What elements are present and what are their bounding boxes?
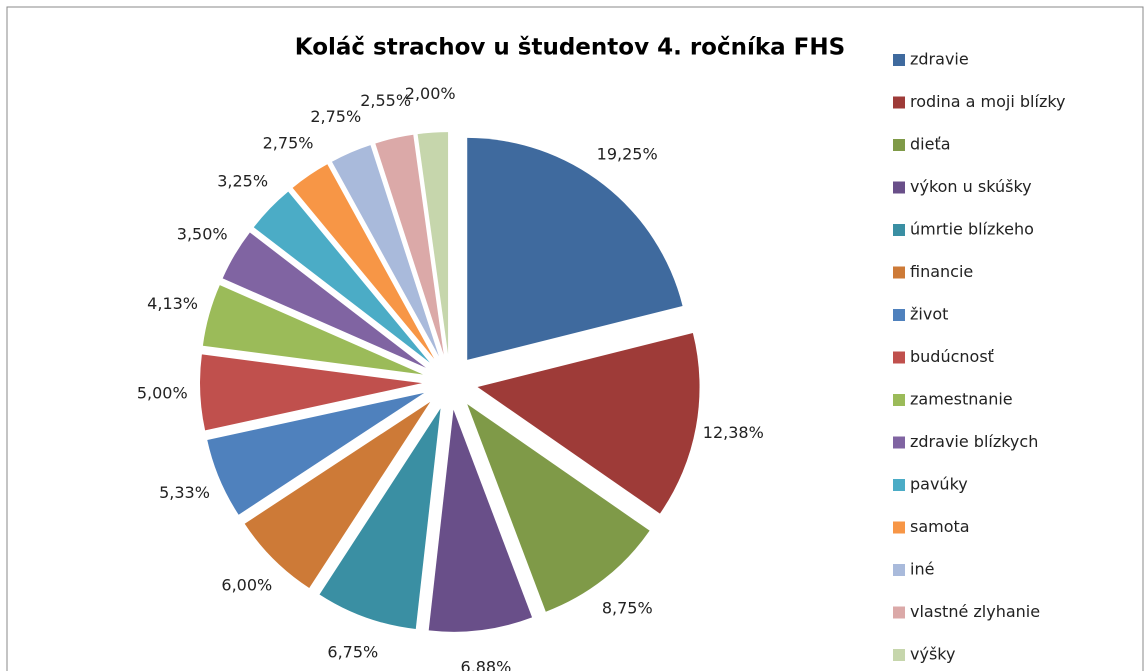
data-label: 19,25% <box>597 144 658 163</box>
legend-swatch <box>893 351 905 364</box>
legend-label: zdravie blízkych <box>910 432 1038 451</box>
pie-slice <box>467 137 683 360</box>
legend-swatch <box>893 436 905 449</box>
legend-label: zamestnanie <box>910 390 1013 409</box>
pie-slice <box>417 132 449 355</box>
pie-slice <box>200 354 423 431</box>
legend-label: výkon u skúšky <box>910 177 1032 196</box>
data-label: 3,50% <box>177 225 228 244</box>
legend-label: rodina a moji blízky <box>910 92 1066 111</box>
legend-label: iné <box>910 560 934 579</box>
legend-swatch <box>893 521 905 534</box>
pie-slice <box>202 285 424 375</box>
data-label: 2,00% <box>405 84 456 103</box>
legend-swatch <box>893 224 905 236</box>
legend-label: budúcnosť <box>910 347 994 366</box>
legend-swatch <box>893 181 905 194</box>
legend-swatch <box>893 649 905 661</box>
data-label: 2,75% <box>310 107 361 126</box>
legend-swatch <box>893 54 905 66</box>
data-label: 3,25% <box>217 172 268 191</box>
data-label: 2,75% <box>263 133 314 152</box>
pie-slice <box>222 232 426 368</box>
legend-label: dieťa <box>910 135 951 154</box>
data-label: 8,75% <box>602 598 653 617</box>
legend-swatch <box>893 564 905 576</box>
legend-label: výšky <box>910 645 955 664</box>
pie-slice <box>253 191 430 363</box>
legend-swatch <box>893 139 905 151</box>
pie-slice <box>428 409 533 632</box>
legend-label: samota <box>910 517 970 536</box>
legend-label: zdravie <box>910 50 969 69</box>
legend-label: život <box>910 305 948 324</box>
data-label: 6,00% <box>221 576 272 595</box>
pie-slice <box>319 408 441 629</box>
data-label: 4,13% <box>147 294 198 313</box>
pie-slice <box>331 145 439 357</box>
pie-slice <box>467 404 650 612</box>
pie-slice <box>477 333 700 514</box>
data-label: 5,00% <box>137 384 188 403</box>
legend-swatch <box>893 266 905 279</box>
legend-label: pavúky <box>910 475 968 494</box>
legend-swatch <box>893 309 905 321</box>
legend-swatch <box>893 394 905 406</box>
pie-slice <box>244 401 431 588</box>
data-label: 2,55% <box>360 91 411 110</box>
data-label: 12,38% <box>703 423 764 442</box>
legend-label: financie <box>910 262 973 281</box>
data-label: 6,88% <box>460 657 511 671</box>
legend-swatch <box>893 606 905 619</box>
legend-label: vlastné zlyhanie <box>910 602 1040 621</box>
legend-label: úmrtie blízkeho <box>910 220 1034 239</box>
pie-slice <box>375 134 444 355</box>
chart-title: Koláč strachov u študentov 4. ročníka FH… <box>295 35 845 61</box>
data-label: 6,75% <box>327 643 378 662</box>
data-label: 5,33% <box>159 483 210 502</box>
pie-slice <box>292 164 435 359</box>
pie-slice <box>207 392 425 515</box>
legend-swatch <box>893 96 905 109</box>
legend-swatch <box>893 479 905 491</box>
